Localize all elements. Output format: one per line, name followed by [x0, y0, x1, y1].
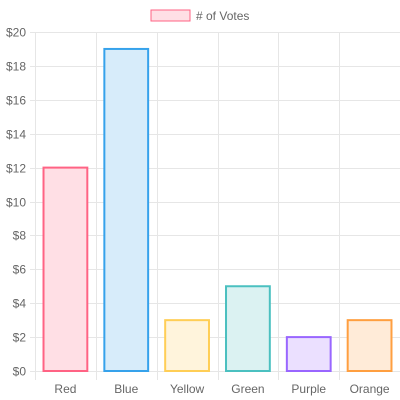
y-tick-label: $18 [6, 60, 26, 74]
legend[interactable]: # of Votes [150, 9, 249, 23]
grid-lines [30, 32, 400, 380]
axes: $0 $2 $4 $6 $8 $10 $12 $14 $16 $18 $20 Red Blue Yello… [6, 26, 390, 397]
y-tick-label: $8 [13, 229, 27, 243]
legend-label[interactable]: # of Votes [196, 9, 249, 23]
x-tick-label-blue: Blue [114, 382, 138, 396]
bar-blue [103, 47, 150, 372]
y-tick-label: $20 [6, 26, 26, 40]
x-tick-label-purple: Purple [291, 382, 326, 396]
bar-yellow [164, 319, 210, 372]
y-tick-label: $0 [13, 365, 27, 379]
y-tick-label: $4 [13, 297, 27, 311]
x-tick-label-yellow: Yellow [170, 382, 205, 396]
bar-orange [346, 319, 393, 372]
x-tick-label-orange: Orange [350, 382, 390, 396]
bar-purple [285, 336, 332, 373]
y-tick-label: $2 [13, 331, 27, 345]
x-tick-label-red: Red [54, 382, 76, 396]
legend-swatch[interactable] [150, 9, 191, 22]
y-tick-label: $16 [6, 94, 26, 108]
bar-green [225, 285, 271, 372]
y-tick-label: $6 [13, 263, 27, 277]
bars [42, 47, 393, 373]
y-tick-label: $14 [6, 128, 26, 142]
bar-red [42, 166, 89, 372]
y-tick-label: $12 [6, 162, 26, 176]
y-tick-label: $10 [6, 196, 26, 210]
x-tick-label-green: Green [231, 382, 264, 396]
